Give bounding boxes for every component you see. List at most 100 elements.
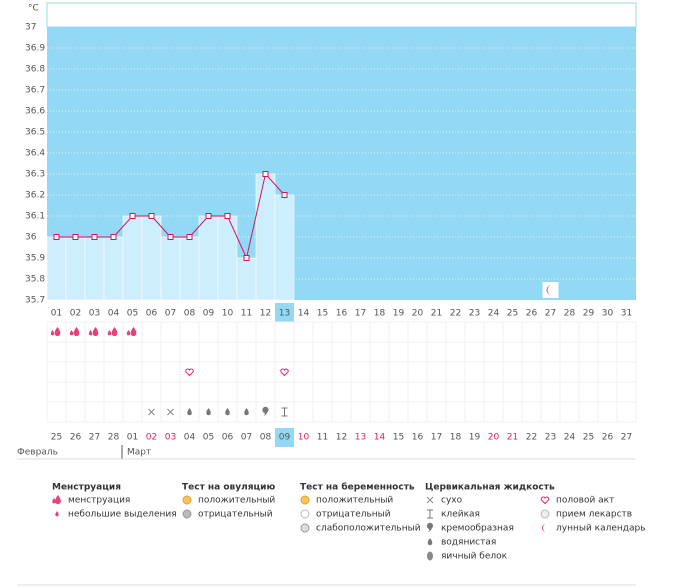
menstruation-icon (126, 330, 131, 336)
temp-column (122, 215, 143, 301)
cervical-icon (244, 408, 249, 416)
x-tick-label: 18 (374, 309, 386, 319)
menstruation-icon (92, 327, 99, 336)
intercourse-icon (185, 368, 194, 377)
date-label: 09 (279, 433, 291, 443)
y-tick-label: 35.7 (25, 296, 45, 306)
legend-item: водянистая (441, 538, 496, 548)
legend-icon (55, 511, 59, 517)
x-tick-label: 25 (507, 309, 518, 319)
month-label: Март (127, 448, 151, 458)
y-tick-label: 36.6 (25, 107, 45, 117)
date-label: 15 (393, 433, 404, 443)
legend-item: отрицательный (316, 510, 391, 520)
x-tick-label: 28 (564, 309, 576, 319)
date-label: 07 (241, 433, 252, 443)
legend-icon (52, 498, 56, 504)
x-tick-label: 20 (412, 309, 424, 319)
menstruation-icon (130, 327, 137, 336)
date-label: 18 (450, 433, 462, 443)
legend-icon (427, 551, 433, 561)
temp-column (255, 173, 276, 301)
x-tick-label: 05 (127, 309, 138, 319)
temp-column (84, 236, 105, 301)
x-tick-label: 04 (108, 309, 120, 319)
x-tick-label: 16 (336, 309, 348, 319)
legend-icon (426, 522, 433, 532)
x-tick-label: 23 (469, 309, 480, 319)
y-tick-label: 36.2 (25, 191, 45, 201)
y-tick-label: 36.1 (25, 212, 45, 222)
x-tick-label: 26 (526, 309, 538, 319)
y-tick-label: 36 (25, 233, 37, 243)
y-tick-label: 35.8 (25, 275, 45, 285)
x-tick-label: 01 (51, 309, 62, 319)
date-label: 24 (564, 433, 576, 443)
temp-column (217, 215, 238, 301)
date-label: 26 (70, 433, 82, 443)
date-label: 10 (298, 433, 310, 443)
temp-point (110, 234, 117, 240)
temp-column (46, 236, 67, 301)
legend-icon (540, 509, 550, 519)
temp-point (72, 234, 79, 240)
legend-item: прием лекарств (556, 510, 632, 520)
temp-column (141, 215, 162, 301)
menstruation-icon (50, 330, 55, 336)
x-tick-label: 31 (621, 309, 632, 319)
date-label: 25 (583, 433, 594, 443)
temp-point (129, 213, 136, 219)
x-tick-label: 21 (431, 309, 442, 319)
date-label: 27 (89, 433, 100, 443)
temp-column (179, 236, 200, 301)
cervical-icon (225, 408, 230, 416)
legend-item: положительный (198, 496, 275, 506)
legend-icon (426, 496, 434, 504)
cervical-icon (148, 408, 155, 416)
date-label: 13 (355, 433, 366, 443)
x-tick-label: 10 (222, 309, 234, 319)
x-tick-label: 06 (146, 309, 158, 319)
legend-item: слабоположительный (316, 524, 421, 534)
x-tick-label: 29 (583, 309, 595, 319)
legend-icon (540, 496, 550, 505)
x-tick-label: 02 (70, 309, 81, 319)
x-tick-label: 17 (355, 309, 366, 319)
y-tick-label: 37 (25, 23, 36, 33)
menstruation-icon (111, 327, 118, 336)
date-label: 12 (336, 433, 347, 443)
date-label: 02 (146, 433, 157, 443)
today-date-box (275, 428, 294, 447)
legend-item: яичный белок (441, 552, 508, 562)
temp-point (186, 234, 193, 240)
top-band (46, 2, 637, 28)
legend-title: Цервикальная жидкость (425, 483, 555, 493)
y-tick-label: 36.4 (25, 149, 45, 159)
legend-item: положительный (316, 496, 393, 506)
y-tick-label: 36.7 (25, 86, 45, 96)
today-box (275, 303, 294, 322)
temp-point (281, 192, 288, 198)
legend-title: Менструация (52, 483, 121, 493)
date-label: 25 (51, 433, 62, 443)
date-label: 22 (526, 433, 537, 443)
temp-column (103, 236, 124, 301)
x-tick-label: 13 (279, 309, 290, 319)
x-tick-label: 11 (241, 309, 252, 319)
legend-icon (300, 495, 310, 505)
date-label: 01 (127, 433, 138, 443)
legend-item: менструация (68, 496, 130, 506)
date-label: 16 (412, 433, 424, 443)
month-label: Февраль (17, 448, 58, 458)
date-label: 23 (545, 433, 556, 443)
temp-column (236, 257, 257, 301)
cervical-icon (167, 408, 174, 416)
temp-column (198, 215, 219, 301)
legend-title: Тест на овуляцию (182, 483, 275, 493)
menstruation-icon (73, 327, 80, 336)
moon (546, 285, 552, 295)
y-tick-label: 36.8 (25, 65, 45, 75)
legend-icon (427, 509, 433, 519)
intercourse-icon (280, 368, 289, 377)
